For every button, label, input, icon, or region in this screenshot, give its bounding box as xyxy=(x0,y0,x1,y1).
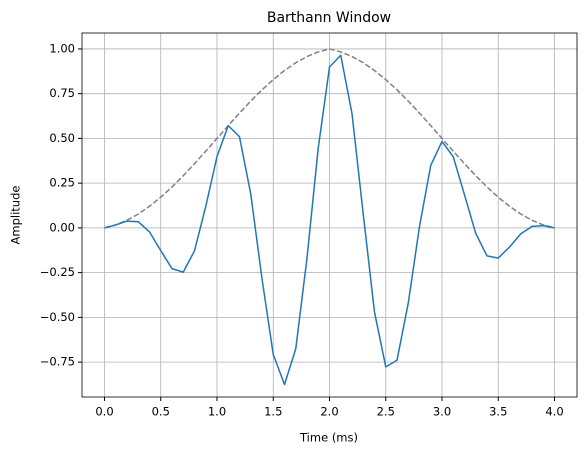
chart-title: Barthann Window xyxy=(267,10,391,26)
x-axis-label: Time (ms) xyxy=(299,431,358,445)
y-tick-label: 1.00 xyxy=(49,41,75,55)
x-tick-label: 0.0 xyxy=(95,405,113,419)
x-tick-label: 3.5 xyxy=(489,405,507,419)
y-tick-label: −0.25 xyxy=(40,265,75,279)
x-tick-label: 2.5 xyxy=(377,405,395,419)
series-line xyxy=(104,48,555,229)
y-tick-label: −0.50 xyxy=(40,310,75,324)
plot-frame xyxy=(81,32,578,398)
x-tick-label: 3.0 xyxy=(433,405,451,419)
series-line xyxy=(104,54,555,386)
y-tick-label: −0.75 xyxy=(40,355,75,369)
y-tick-label: 0.25 xyxy=(49,176,75,190)
y-tick-label: 0.75 xyxy=(49,86,75,100)
x-tick-label: 4.0 xyxy=(545,405,563,419)
x-tick-label: 1.5 xyxy=(264,405,282,419)
x-tick-label: 1.0 xyxy=(208,405,226,419)
x-tick-label: 0.5 xyxy=(152,405,170,419)
y-tick-label: 0.00 xyxy=(49,220,75,234)
y-tick-label: 0.50 xyxy=(49,131,75,145)
x-tick-label: 2.0 xyxy=(320,405,338,419)
y-axis-label: Amplitude xyxy=(9,186,23,245)
